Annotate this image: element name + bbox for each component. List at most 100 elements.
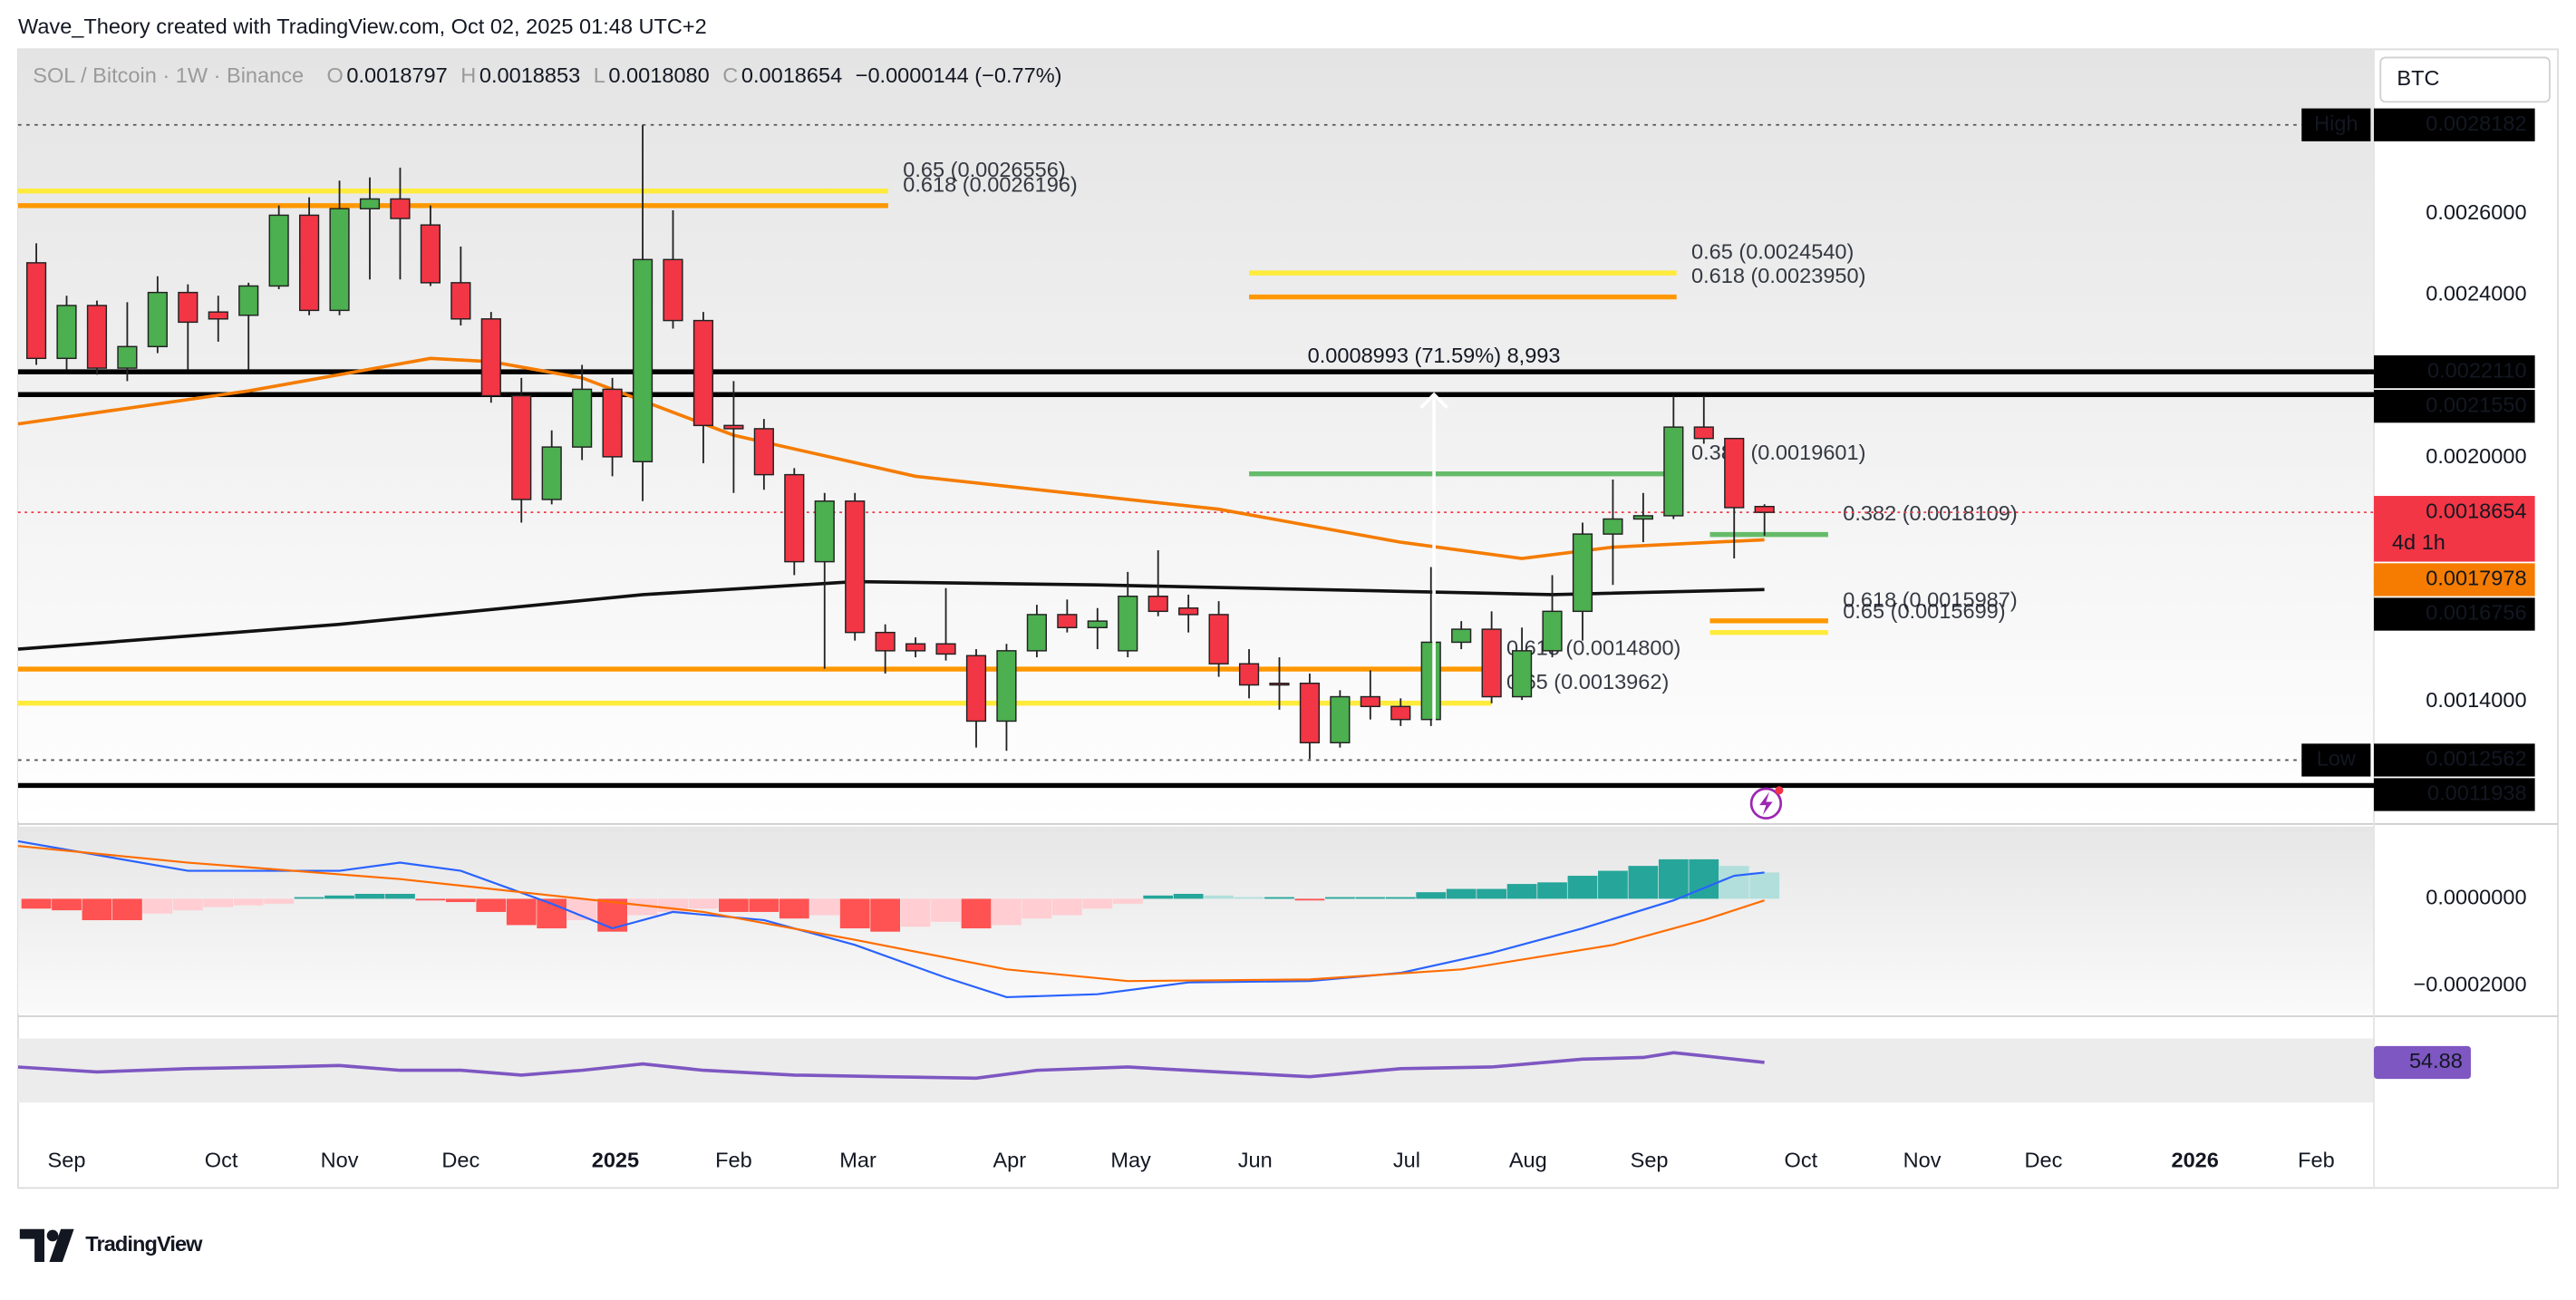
x-tick-label: Nov xyxy=(1903,1149,1942,1172)
candle-body xyxy=(299,214,320,312)
level-label: 0.65 (0.0026556) xyxy=(903,158,1065,181)
x-tick-label: Sep xyxy=(1631,1149,1669,1172)
price-label: 0.0017978 xyxy=(2426,567,2526,590)
price-label: 0.0028182 xyxy=(2426,112,2526,135)
candle-body xyxy=(147,291,168,348)
macd-histogram-bar xyxy=(567,898,597,921)
event-dot xyxy=(1775,786,1784,795)
currency-label[interactable]: BTC xyxy=(2397,66,2439,90)
candle-body xyxy=(359,198,381,209)
level-label: 0.618 (0.0026196) xyxy=(903,172,1077,196)
price-label: 0.0022110 xyxy=(2427,358,2527,382)
y-tick-label: 0.0026000 xyxy=(2426,200,2526,224)
macd-histogram-bar xyxy=(627,898,658,916)
price-label-box xyxy=(2374,597,2535,631)
macd-histogram-bar xyxy=(21,898,52,909)
price-label: 0.0011938 xyxy=(2427,781,2527,805)
candle-body xyxy=(1724,437,1745,509)
y-tick-label: 0.0024000 xyxy=(2426,282,2526,306)
rsi-value-box xyxy=(2374,1045,2471,1080)
candle-body xyxy=(480,318,501,397)
macd-histogram-bar xyxy=(809,898,840,916)
event-icon xyxy=(1749,786,1784,820)
candle-body xyxy=(905,643,926,652)
candle-body xyxy=(390,198,411,219)
level-label: 0.65 (0.0013962) xyxy=(1506,670,1669,694)
macd-histogram-bar xyxy=(1234,897,1264,899)
macd-histogram-bar xyxy=(1143,895,1174,899)
candle-body xyxy=(1663,426,1684,517)
x-tick-label: Jul xyxy=(1393,1149,1420,1172)
candle-body xyxy=(268,214,289,287)
logo-mark xyxy=(49,1228,74,1262)
annotations: 0.0008993 (71.59%) 8,993 xyxy=(1308,344,1561,724)
level-label: 0.618 (0.0023950) xyxy=(1691,264,1865,287)
level-label: 0.618 (0.0014800) xyxy=(1506,636,1680,660)
macd-histogram-bar xyxy=(1173,893,1204,899)
macd-histogram-bar xyxy=(324,895,354,899)
candle-body xyxy=(875,631,896,652)
macd-histogram-bar xyxy=(1446,888,1477,899)
candle-body xyxy=(1026,614,1047,652)
candle-body xyxy=(117,345,138,369)
candle-body xyxy=(1632,515,1653,520)
symbol: SOL / Bitcoin · 1W · Binance xyxy=(33,63,304,87)
brand-logo xyxy=(19,1228,74,1262)
candle-body xyxy=(845,500,866,634)
candle-body xyxy=(784,473,805,563)
candle-body xyxy=(602,388,623,458)
macd-histogram-bar xyxy=(385,893,415,899)
legend-key: O xyxy=(326,63,343,87)
price-tag-box xyxy=(2301,108,2371,141)
macd-histogram-bar xyxy=(1022,898,1052,919)
candle-body xyxy=(753,428,774,476)
macd-histogram-bar xyxy=(1385,897,1416,899)
currency-button[interactable] xyxy=(2379,56,2551,103)
legend-value: 0.0018853 xyxy=(479,63,580,87)
price-label: 0.0018654 xyxy=(2426,499,2526,522)
candle-body xyxy=(420,224,441,284)
candle-body xyxy=(238,285,259,316)
candle-body xyxy=(208,311,228,320)
price-tag: High xyxy=(2314,112,2358,135)
candle-body xyxy=(329,208,350,312)
x-tick-label: Dec xyxy=(441,1149,479,1172)
macd-histogram-bar xyxy=(870,898,901,932)
candle-body xyxy=(632,258,654,462)
logo-mark xyxy=(19,1228,44,1262)
macd-histogram-bar xyxy=(1324,897,1355,899)
x-tick-label: Aug xyxy=(1509,1149,1547,1172)
levels: 0.65 (0.0026556)0.618 (0.0026196) 0.65 (0… xyxy=(17,123,2375,789)
level-label: 0.65 (0.0015699) xyxy=(1843,599,2005,623)
attribution: Wave_Theory created with TradingView.com… xyxy=(18,15,707,38)
macd-histogram-bar xyxy=(779,898,809,919)
candle-body xyxy=(663,258,683,322)
x-tick-label: Oct xyxy=(205,1149,238,1172)
macd-histogram-bar xyxy=(931,898,961,922)
rsi-value-label: 54.88 xyxy=(2409,1049,2463,1072)
macd-histogram-bar xyxy=(992,898,1022,926)
macd-histogram-bar xyxy=(839,898,870,929)
macd-histogram-bar xyxy=(142,898,173,914)
macd-histogram-bar xyxy=(749,898,780,912)
macd-histogram-bar xyxy=(476,898,507,912)
price-label: 0.0012562 xyxy=(2426,747,2526,771)
candle-body xyxy=(450,282,471,320)
candle-body xyxy=(1420,641,1441,721)
macd-histogram-bar xyxy=(719,898,749,912)
price-label-box xyxy=(2374,496,2535,562)
legend-change: −0.0000144 (−0.77%) xyxy=(856,63,1062,87)
macd-histogram-bar xyxy=(1355,897,1386,899)
macd-histogram-bar xyxy=(354,893,385,899)
macd-histogram-bar xyxy=(415,898,446,901)
candle-body xyxy=(1238,663,1260,686)
level-label: 0.618 (0.0015987) xyxy=(1843,587,2017,611)
macd-histogram-bar xyxy=(294,897,324,899)
candle-body xyxy=(1330,695,1351,743)
candle-body xyxy=(1481,628,1502,698)
macd-histogram-bar xyxy=(961,898,992,929)
moving-averages xyxy=(17,356,1765,651)
moving-average xyxy=(17,356,1765,560)
macd-histogram-bar xyxy=(900,898,931,927)
